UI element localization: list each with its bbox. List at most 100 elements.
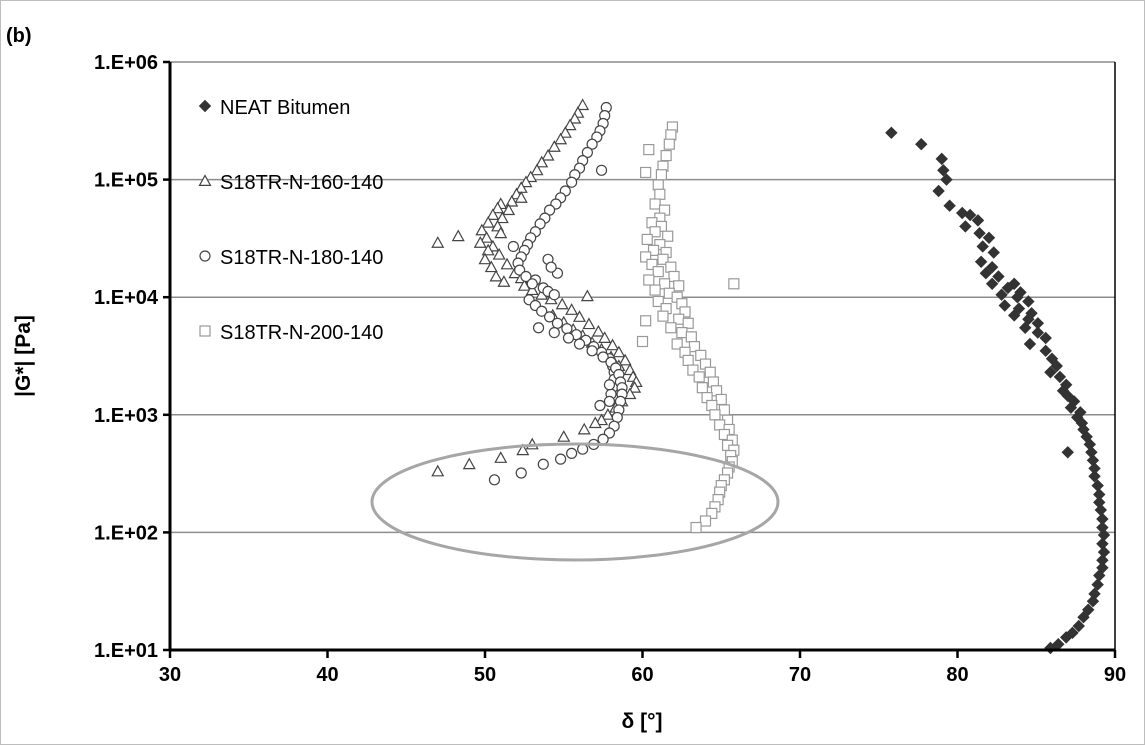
data-point: [481, 215, 495, 228]
data-point: [561, 323, 573, 335]
data-point: [992, 270, 1005, 283]
data-point: [640, 315, 652, 327]
x-ticks: 30 40 50 60 70 80 90: [159, 650, 1126, 686]
x-tick-label: 30: [159, 664, 181, 686]
data-point: [628, 380, 642, 393]
data-point: [565, 303, 579, 315]
data-point: [495, 211, 509, 224]
data-point: [932, 184, 945, 198]
x-tick-label: 70: [789, 664, 811, 686]
data-point: [1044, 366, 1057, 379]
data-point: [588, 416, 602, 429]
data-point: [995, 288, 1008, 301]
data-point: [714, 419, 726, 431]
data-point: [940, 173, 953, 186]
y-axis-title: |G*| [Pa]: [12, 315, 35, 397]
data-point: [535, 155, 549, 168]
data-point: [979, 266, 993, 280]
data-point: [601, 408, 615, 420]
y-tick-label: 1.E+05: [94, 170, 158, 192]
legend-marker: [199, 250, 211, 262]
data-point: [431, 236, 445, 248]
data-point: [963, 208, 977, 222]
data-point: [1011, 290, 1024, 304]
data-point: [937, 164, 950, 177]
legend-marker: [199, 325, 211, 337]
x-tick-label: 90: [1104, 664, 1126, 686]
data-point: [1061, 389, 1074, 403]
data-point: [699, 515, 712, 527]
series-3: [636, 121, 740, 534]
data-point: [484, 260, 498, 273]
data-point: [1022, 295, 1035, 308]
data-point: [706, 507, 718, 520]
data-point: [551, 317, 564, 329]
data-point: [1088, 470, 1101, 483]
data-point: [728, 278, 740, 290]
data-point: [652, 179, 664, 191]
data-point: [606, 338, 620, 351]
data-point: [1077, 611, 1090, 624]
data-point: [682, 354, 694, 367]
data-point: [696, 382, 708, 394]
data-point: [971, 214, 985, 227]
y-tick-label: 1.E+01: [94, 640, 158, 662]
data-point: [586, 138, 598, 150]
data-point: [591, 324, 605, 337]
data-point: [475, 223, 489, 236]
data-point: [520, 270, 532, 283]
y-tick-label: 1.E+06: [94, 52, 158, 74]
series-0: [885, 126, 1111, 655]
data-point: [543, 204, 556, 216]
data-point: [985, 277, 999, 291]
data-point: [657, 253, 669, 265]
legend-label: NEAT Bitumen: [220, 97, 350, 119]
data-point: [665, 129, 677, 141]
data-point: [494, 226, 508, 239]
data-point: [554, 453, 567, 465]
data-point: [649, 198, 661, 210]
data-point: [959, 220, 972, 233]
data-point: [612, 345, 626, 358]
data-point: [543, 311, 556, 323]
data-point: [693, 371, 705, 383]
data-point: [668, 270, 680, 283]
data-point: [640, 166, 652, 179]
data-point: [597, 351, 609, 363]
data-point: [491, 201, 505, 214]
data-point: [516, 443, 530, 456]
data-point: [1019, 321, 1032, 334]
data-point: [462, 457, 476, 470]
data-point: [568, 111, 582, 124]
data-point: [643, 143, 655, 156]
data-point: [541, 148, 555, 161]
gridlines: [170, 61, 1115, 534]
data-point: [665, 322, 677, 334]
data-point: [654, 188, 666, 200]
data-point: [514, 191, 528, 203]
data-point: [494, 451, 508, 463]
data-point: [657, 310, 669, 322]
data-point: [1086, 594, 1100, 608]
data-point: [973, 227, 986, 240]
data-point: [943, 199, 956, 212]
data-point: [704, 366, 716, 378]
data-point: [598, 331, 612, 343]
data-point: [662, 230, 674, 242]
data-point: [1064, 401, 1078, 414]
data-point: [500, 257, 514, 270]
data-point: [582, 317, 596, 330]
legend-label: S18TR-N-160-140: [220, 172, 383, 194]
data-point: [545, 261, 557, 273]
data-point: [1050, 359, 1063, 373]
data-point: [655, 169, 668, 181]
data-point: [507, 240, 519, 253]
data-point: [594, 399, 606, 412]
data-point: [654, 239, 666, 251]
data-point: [525, 283, 539, 296]
data-point: [1039, 331, 1052, 345]
y-tick-label: 1.E+03: [94, 405, 158, 427]
data-point: [679, 306, 691, 318]
data-point: [935, 152, 948, 166]
